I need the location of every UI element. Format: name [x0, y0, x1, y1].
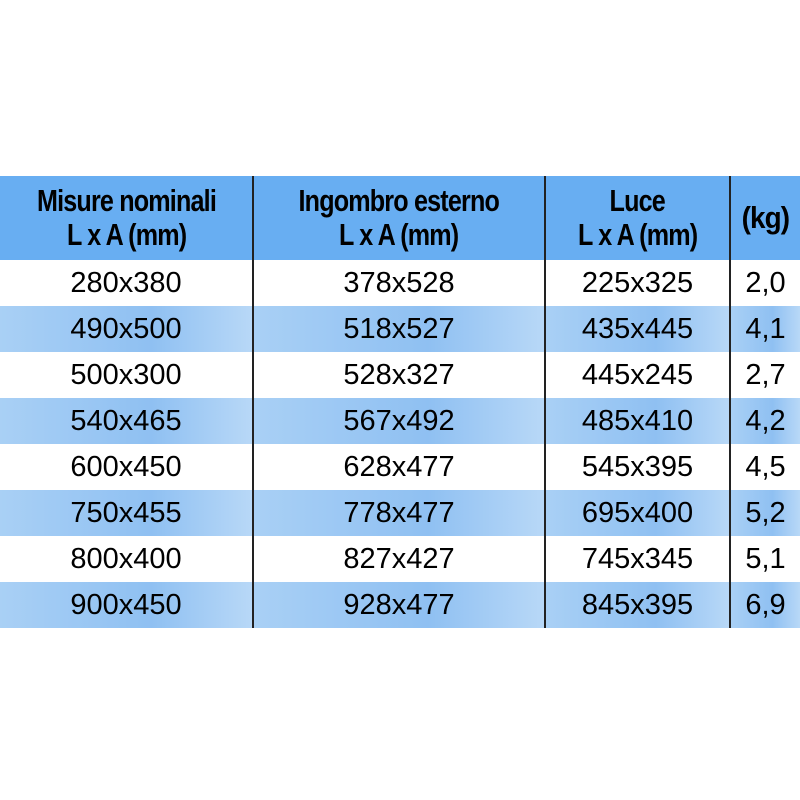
cell-external-size: 528x327 [252, 352, 545, 398]
cell-nominal-size: 750x455 [0, 490, 253, 536]
cell-weight: 4,1 [729, 306, 800, 352]
cell-weight: 2,0 [729, 260, 800, 306]
cell-nominal-size: 540x465 [0, 398, 253, 444]
cell-nominal-size: 900x450 [0, 582, 253, 628]
cell-nominal-size: 800x400 [70, 542, 182, 575]
table-row: 490x500 518x527 435x445 4,1 [0, 306, 800, 352]
cell-weight: 5,2 [729, 490, 800, 536]
cell-nominal-size: 280x380 [70, 266, 182, 299]
cell-opening-size: 845x395 [544, 582, 730, 628]
cell-weight: 4,5 [729, 444, 800, 490]
cell-nominal-size: 500x300 [70, 358, 182, 391]
cell-external-size: 567x492 [252, 398, 545, 444]
header-opening-size: Luce L x A (mm) [544, 176, 730, 260]
cell-external-size: 778x477 [252, 490, 545, 536]
table-row: 800x400 827x427 745x345 5,1 [0, 536, 800, 582]
cell-nominal-size: 600x450 [70, 450, 182, 483]
header-nominal-size: Misure nominali L x A (mm) [0, 176, 253, 260]
cell-weight: 2,7 [729, 352, 800, 398]
cell-external-size: 628x477 [252, 444, 545, 490]
cell-opening-size: 445x245 [544, 352, 730, 398]
cell-opening-size: 745x345 [544, 536, 730, 582]
cell-opening-size: 695x400 [544, 490, 730, 536]
cell-opening-size: 485x410 [544, 398, 730, 444]
table-row: 540x465 567x492 485x410 4,2 [0, 398, 800, 444]
header-row: Misure nominali L x A (mm) Ingombro ester… [0, 176, 800, 260]
header-weight: (kg) [729, 176, 800, 260]
table-row: 280x380 378x528 225x325 2,0 [0, 260, 800, 306]
table-row: 900x450 928x477 845x395 6,9 [0, 582, 800, 628]
table-row: 500x300 528x327 445x245 2,7 [0, 352, 800, 398]
cell-external-size: 827x427 [252, 536, 545, 582]
cell-weight: 6,9 [729, 582, 800, 628]
header-external-size: Ingombro esterno L x A (mm) [252, 176, 545, 260]
cell-opening-size: 435x445 [544, 306, 730, 352]
cell-external-size: 378x528 [252, 260, 545, 306]
cell-opening-size: 225x325 [544, 260, 730, 306]
cell-weight: 5,1 [729, 536, 800, 582]
dimensions-table: Misure nominali L x A (mm) Ingombro ester… [0, 176, 800, 628]
table-row: 600x450 628x477 545x395 4,5 [0, 444, 800, 490]
cell-opening-size: 545x395 [544, 444, 730, 490]
cell-nominal-size: 490x500 [0, 306, 253, 352]
cell-external-size: 928x477 [252, 582, 545, 628]
table-row: 750x455 778x477 695x400 5,2 [0, 490, 800, 536]
cell-weight: 4,2 [729, 398, 800, 444]
cell-external-size: 518x527 [252, 306, 545, 352]
